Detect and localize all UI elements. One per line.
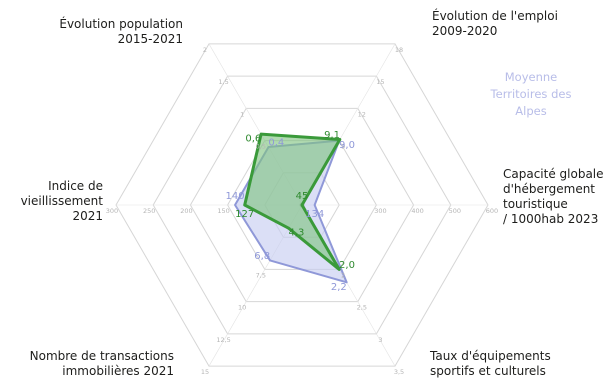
tick-label: 250 <box>143 207 155 215</box>
tick-label: 7,5 <box>256 271 266 279</box>
data-labels: 0,6 0,4 9,19,0 45 134 2,0 2,2 4,3 6,8 127 140 <box>225 130 354 293</box>
data-label-territory: 45 <box>296 191 309 202</box>
tick-label: 2 <box>341 271 345 279</box>
tick-label: 15 <box>376 78 384 86</box>
axis-label: Capacité globale d'hébergement touristique… <box>503 167 604 226</box>
axis-label: Taux d'équipements sportifs et culturels <box>429 349 551 378</box>
tick-label: 600 <box>486 207 498 215</box>
tick-label: 300 <box>374 207 386 215</box>
axis-label: Nombre de transactions immobilières 2021 <box>30 349 174 378</box>
axis-labels: Évolution population 2015-2021 Évolution d… <box>21 8 604 378</box>
tick-label: 12,5 <box>216 336 230 344</box>
data-label-territory: 4,3 <box>288 228 304 239</box>
tick-label: 2 <box>203 46 207 54</box>
axis-label: Évolution de l'emploi 2009-2020 <box>432 8 558 38</box>
tick-label: 1,5 <box>218 78 228 86</box>
radar-series <box>234 132 348 284</box>
data-label-average: 9,0 <box>339 140 355 151</box>
tick-label: 1 <box>240 110 244 118</box>
data-label-average: 140 <box>225 191 244 202</box>
axis-label: Évolution population 2015-2021 <box>59 16 183 46</box>
data-label-average: 134 <box>305 209 324 220</box>
tick-label: 3 <box>378 336 382 344</box>
tick-label: 150 <box>217 207 229 215</box>
series-territory-area <box>243 132 342 271</box>
tick-label: 18 <box>395 46 403 54</box>
tick-label: 0,5 <box>256 143 266 151</box>
tick-label: 400 <box>411 207 423 215</box>
tick-label: 12 <box>358 110 366 118</box>
data-label-territory: 0,6 <box>245 134 261 145</box>
data-label-average: 0,4 <box>268 138 284 149</box>
data-label-average: 6,8 <box>254 251 270 262</box>
data-label-territory: 127 <box>235 209 254 220</box>
tick-label: 500 <box>449 207 461 215</box>
tick-label: 3,5 <box>394 368 404 376</box>
data-label-average: 2,2 <box>331 282 347 293</box>
tick-label: 15 <box>201 368 209 376</box>
tick-labels: 2 1,5 1 0,5 18 15 12 9 600 500 400 300 3,5 3 2,5 2 15 12,… <box>106 46 498 376</box>
data-label-territory: 9,1 <box>324 130 340 141</box>
legend-average: Moyenne Territoires des Alpes <box>490 70 572 118</box>
legend: Moyenne Territoires des Alpes <box>490 70 572 118</box>
tick-label: 2,5 <box>357 304 367 312</box>
data-label-territory: 2,0 <box>339 260 355 271</box>
tick-label: 9 <box>341 143 345 151</box>
axis-label: Indice de vieillissement 2021 <box>21 179 104 223</box>
tick-label: 10 <box>238 304 246 312</box>
tick-label: 200 <box>180 207 192 215</box>
tick-label: 300 <box>106 207 118 215</box>
